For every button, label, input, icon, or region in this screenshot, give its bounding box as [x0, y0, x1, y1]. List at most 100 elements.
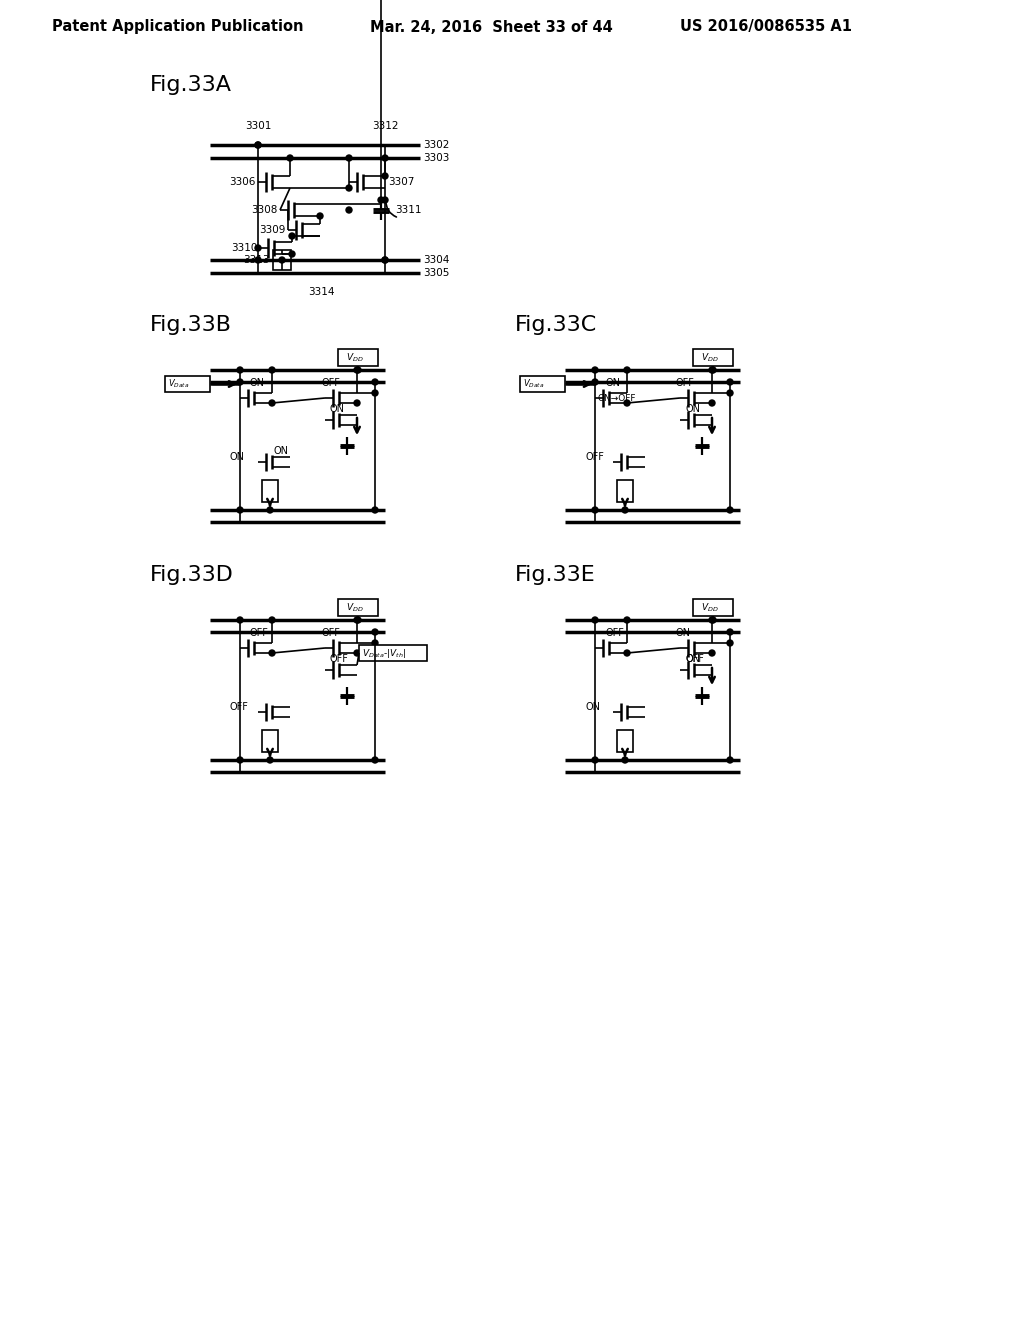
Circle shape — [354, 367, 360, 374]
Circle shape — [255, 246, 261, 251]
Circle shape — [354, 649, 360, 656]
Text: US 2016/0086535 A1: US 2016/0086535 A1 — [680, 20, 852, 34]
Text: 3304: 3304 — [423, 255, 450, 265]
Circle shape — [727, 640, 733, 645]
Bar — [617, 730, 633, 752]
Text: 3301: 3301 — [245, 121, 271, 131]
Circle shape — [279, 257, 285, 263]
Circle shape — [269, 400, 275, 407]
Text: 3303: 3303 — [423, 153, 450, 162]
Circle shape — [372, 389, 378, 396]
Bar — [338, 348, 378, 366]
Circle shape — [709, 649, 715, 656]
Text: Mar. 24, 2016  Sheet 33 of 44: Mar. 24, 2016 Sheet 33 of 44 — [370, 20, 612, 34]
Circle shape — [269, 616, 275, 623]
Circle shape — [382, 154, 388, 161]
Text: Fig.33C: Fig.33C — [515, 315, 597, 335]
Circle shape — [709, 400, 715, 407]
Bar — [273, 249, 291, 271]
Text: $V_{DD}$: $V_{DD}$ — [346, 351, 364, 364]
Text: ON: ON — [685, 653, 700, 664]
Text: 3309: 3309 — [260, 224, 286, 235]
Bar — [520, 376, 565, 392]
Circle shape — [710, 616, 716, 623]
Circle shape — [237, 616, 243, 623]
Text: OFF: OFF — [330, 653, 349, 664]
Circle shape — [592, 367, 598, 374]
Circle shape — [267, 507, 273, 513]
Circle shape — [372, 630, 378, 635]
Text: $V_{DD}$: $V_{DD}$ — [701, 602, 719, 614]
Circle shape — [592, 379, 598, 385]
Circle shape — [237, 507, 243, 513]
Text: OFF: OFF — [605, 628, 624, 638]
Circle shape — [382, 173, 388, 180]
Text: ON→OFF: ON→OFF — [597, 393, 636, 403]
Text: ON: ON — [676, 628, 691, 638]
Bar — [617, 480, 633, 502]
Circle shape — [727, 630, 733, 635]
Bar — [338, 599, 378, 616]
Text: $V_{Data}$: $V_{Data}$ — [523, 378, 545, 391]
Text: Patent Application Publication: Patent Application Publication — [52, 20, 303, 34]
Circle shape — [355, 367, 361, 374]
Text: $V_{DD}$: $V_{DD}$ — [346, 602, 364, 614]
Circle shape — [622, 507, 628, 513]
Text: OFF: OFF — [676, 378, 695, 388]
Circle shape — [289, 251, 295, 257]
Circle shape — [269, 649, 275, 656]
Circle shape — [382, 257, 388, 263]
Circle shape — [624, 649, 630, 656]
Circle shape — [267, 756, 273, 763]
Circle shape — [346, 154, 352, 161]
Text: 3312: 3312 — [372, 121, 398, 131]
Circle shape — [237, 379, 243, 385]
Text: ON: ON — [605, 378, 620, 388]
Text: OFF: OFF — [250, 628, 269, 638]
Circle shape — [622, 756, 628, 763]
Text: ON: ON — [330, 404, 345, 414]
Text: ON: ON — [685, 404, 700, 414]
Text: ON: ON — [250, 378, 265, 388]
Circle shape — [378, 197, 384, 203]
Circle shape — [354, 400, 360, 407]
Bar — [359, 645, 427, 661]
Circle shape — [624, 367, 630, 374]
Circle shape — [355, 616, 361, 623]
Circle shape — [727, 389, 733, 396]
Circle shape — [354, 616, 360, 623]
Text: 3311: 3311 — [395, 205, 422, 215]
Circle shape — [709, 616, 715, 623]
Text: 3314: 3314 — [308, 286, 334, 297]
Circle shape — [255, 143, 261, 148]
Circle shape — [727, 507, 733, 513]
Circle shape — [592, 756, 598, 763]
Circle shape — [727, 756, 733, 763]
Text: $V_{Data}$: $V_{Data}$ — [168, 378, 189, 391]
Circle shape — [710, 367, 716, 374]
Circle shape — [592, 616, 598, 623]
Text: Fig.33A: Fig.33A — [150, 75, 232, 95]
Circle shape — [346, 185, 352, 191]
Text: 3307: 3307 — [388, 177, 415, 187]
Circle shape — [289, 234, 295, 239]
Circle shape — [372, 640, 378, 645]
Text: Fig.33D: Fig.33D — [150, 565, 233, 585]
Text: 3310: 3310 — [231, 243, 258, 253]
Circle shape — [372, 756, 378, 763]
Circle shape — [727, 379, 733, 385]
Text: OFF: OFF — [321, 628, 340, 638]
Circle shape — [372, 507, 378, 513]
Text: 3302: 3302 — [423, 140, 450, 150]
Text: OFF: OFF — [585, 451, 604, 462]
Circle shape — [382, 197, 388, 203]
Text: ON: ON — [230, 451, 245, 462]
Circle shape — [237, 367, 243, 374]
Circle shape — [592, 507, 598, 513]
Bar — [262, 480, 278, 502]
Text: $V_{Data}$-$|V_{th}|$: $V_{Data}$-$|V_{th}|$ — [362, 647, 407, 660]
Text: Fig.33B: Fig.33B — [150, 315, 232, 335]
Bar — [693, 348, 733, 366]
Text: 3305: 3305 — [423, 268, 450, 279]
Text: $V_{DD}$: $V_{DD}$ — [701, 351, 719, 364]
